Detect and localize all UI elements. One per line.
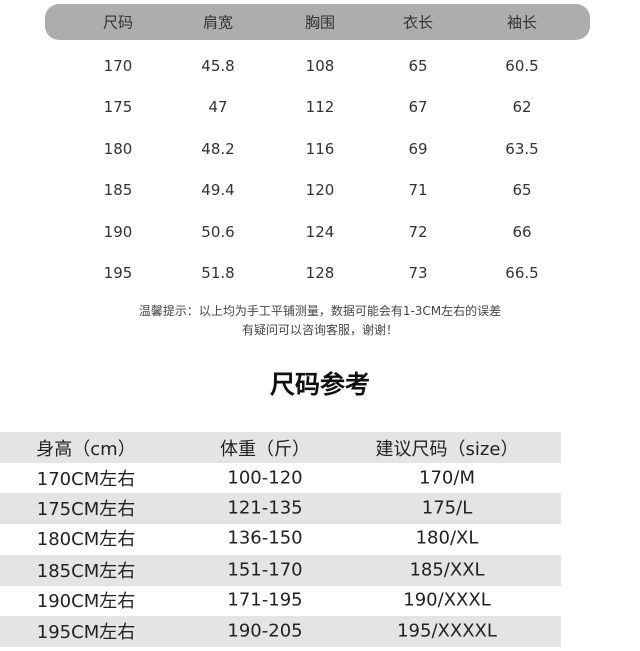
table-cell: 190-205: [227, 620, 303, 642]
table-cell: 175CM左右: [36, 499, 136, 521]
table-cell: 60.5: [505, 57, 539, 75]
table-cell: 128: [305, 264, 335, 282]
table-cell: 190CM左右: [36, 591, 136, 613]
table-cell: 51.8: [201, 264, 235, 282]
table-cell: 71: [408, 181, 428, 200]
table-row: 170CM左右 100-120 170/M: [0, 463, 561, 494]
table-cell: 62: [512, 98, 532, 117]
table-cell: 49.4: [201, 181, 235, 200]
table-cell: 73: [408, 264, 428, 282]
table-cell: 建议尺码（size）: [375, 438, 519, 460]
table-cell: 100-120: [227, 467, 303, 489]
table-row: 175CM左右 121-135 175/L: [0, 493, 561, 524]
table-cell: 63.5: [505, 139, 539, 158]
table-cell: 身高（cm）: [36, 438, 136, 460]
reference-title: 尺码参考: [269, 370, 370, 399]
header-cell: 尺码: [102, 13, 134, 32]
table-cell: 180: [103, 139, 133, 158]
table-cell: 45.8: [201, 57, 235, 75]
table-cell: 65: [512, 181, 532, 200]
table-cell: 170CM左右: [36, 469, 136, 491]
table-cell: 185/XXL: [409, 559, 485, 581]
table-row: 195CM左右 190-205 195/XXXXL: [0, 616, 561, 647]
header-cell: 衣长: [402, 13, 434, 32]
header-cell: 袖长: [506, 13, 538, 32]
table-cell: 体重（斤）: [220, 438, 310, 460]
table-cell: 66: [512, 222, 532, 241]
table-cell: 171-195: [227, 589, 303, 611]
table-cell: 66.5: [505, 264, 539, 282]
table-cell: 120: [305, 181, 335, 200]
table-cell: 185CM左右: [36, 561, 136, 583]
table-cell: 195: [103, 264, 133, 282]
table-cell: 190: [103, 222, 133, 241]
note-line-2: 有疑问可以咨询客服，谢谢！: [241, 323, 398, 337]
table-cell: 47: [208, 98, 228, 117]
table-cell: 175: [103, 98, 133, 117]
table-cell: 50.6: [201, 222, 235, 241]
header-cell: 胸围: [304, 13, 336, 32]
table-cell: 112: [305, 98, 335, 117]
measurement-table-header: [45, 4, 590, 40]
table-row: 180CM左右 136-150 180/XL: [0, 523, 561, 554]
table-cell: 136-150: [227, 527, 303, 549]
table-cell: 124: [305, 222, 335, 241]
table-cell: 190/XXXL: [403, 589, 491, 611]
table-row: 190CM左右 171-195 190/XXXL: [0, 585, 561, 616]
table-cell: 121-135: [227, 497, 303, 519]
table-cell: 180CM左右: [36, 529, 136, 551]
table-cell: 108: [305, 57, 335, 75]
table-row: 185CM左右 151-170 185/XXL: [0, 555, 561, 586]
table-cell: 195CM左右: [36, 622, 136, 644]
table-cell: 195/XXXXL: [397, 620, 497, 642]
header-cell: 肩宽: [202, 13, 234, 32]
table-cell: 180/XL: [415, 527, 479, 549]
table-cell: 72: [408, 222, 428, 241]
table-cell: 48.2: [201, 139, 235, 158]
table-cell: 175/L: [421, 497, 473, 519]
reference-header-row: 身高（cm） 体重（斤） 建议尺码（size）: [0, 432, 561, 463]
note-line-1: 温馨提示：以上均为手工平铺测量，数据可能会有1-3CM左右的误差: [138, 304, 502, 318]
table-cell: 151-170: [227, 559, 303, 581]
table-cell: 170: [103, 57, 133, 75]
table-cell: 69: [408, 139, 428, 158]
table-cell: 185: [103, 181, 133, 200]
table-cell: 116: [305, 139, 335, 158]
table-cell: 67: [408, 98, 428, 117]
table-cell: 170/M: [419, 467, 475, 489]
table-cell: 65: [408, 57, 428, 75]
